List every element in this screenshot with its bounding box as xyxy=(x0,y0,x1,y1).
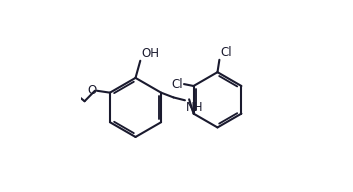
Text: O: O xyxy=(88,84,97,97)
Text: Cl: Cl xyxy=(172,78,183,91)
Text: NH: NH xyxy=(186,101,203,114)
Text: OH: OH xyxy=(141,47,159,60)
Text: Cl: Cl xyxy=(220,46,232,59)
